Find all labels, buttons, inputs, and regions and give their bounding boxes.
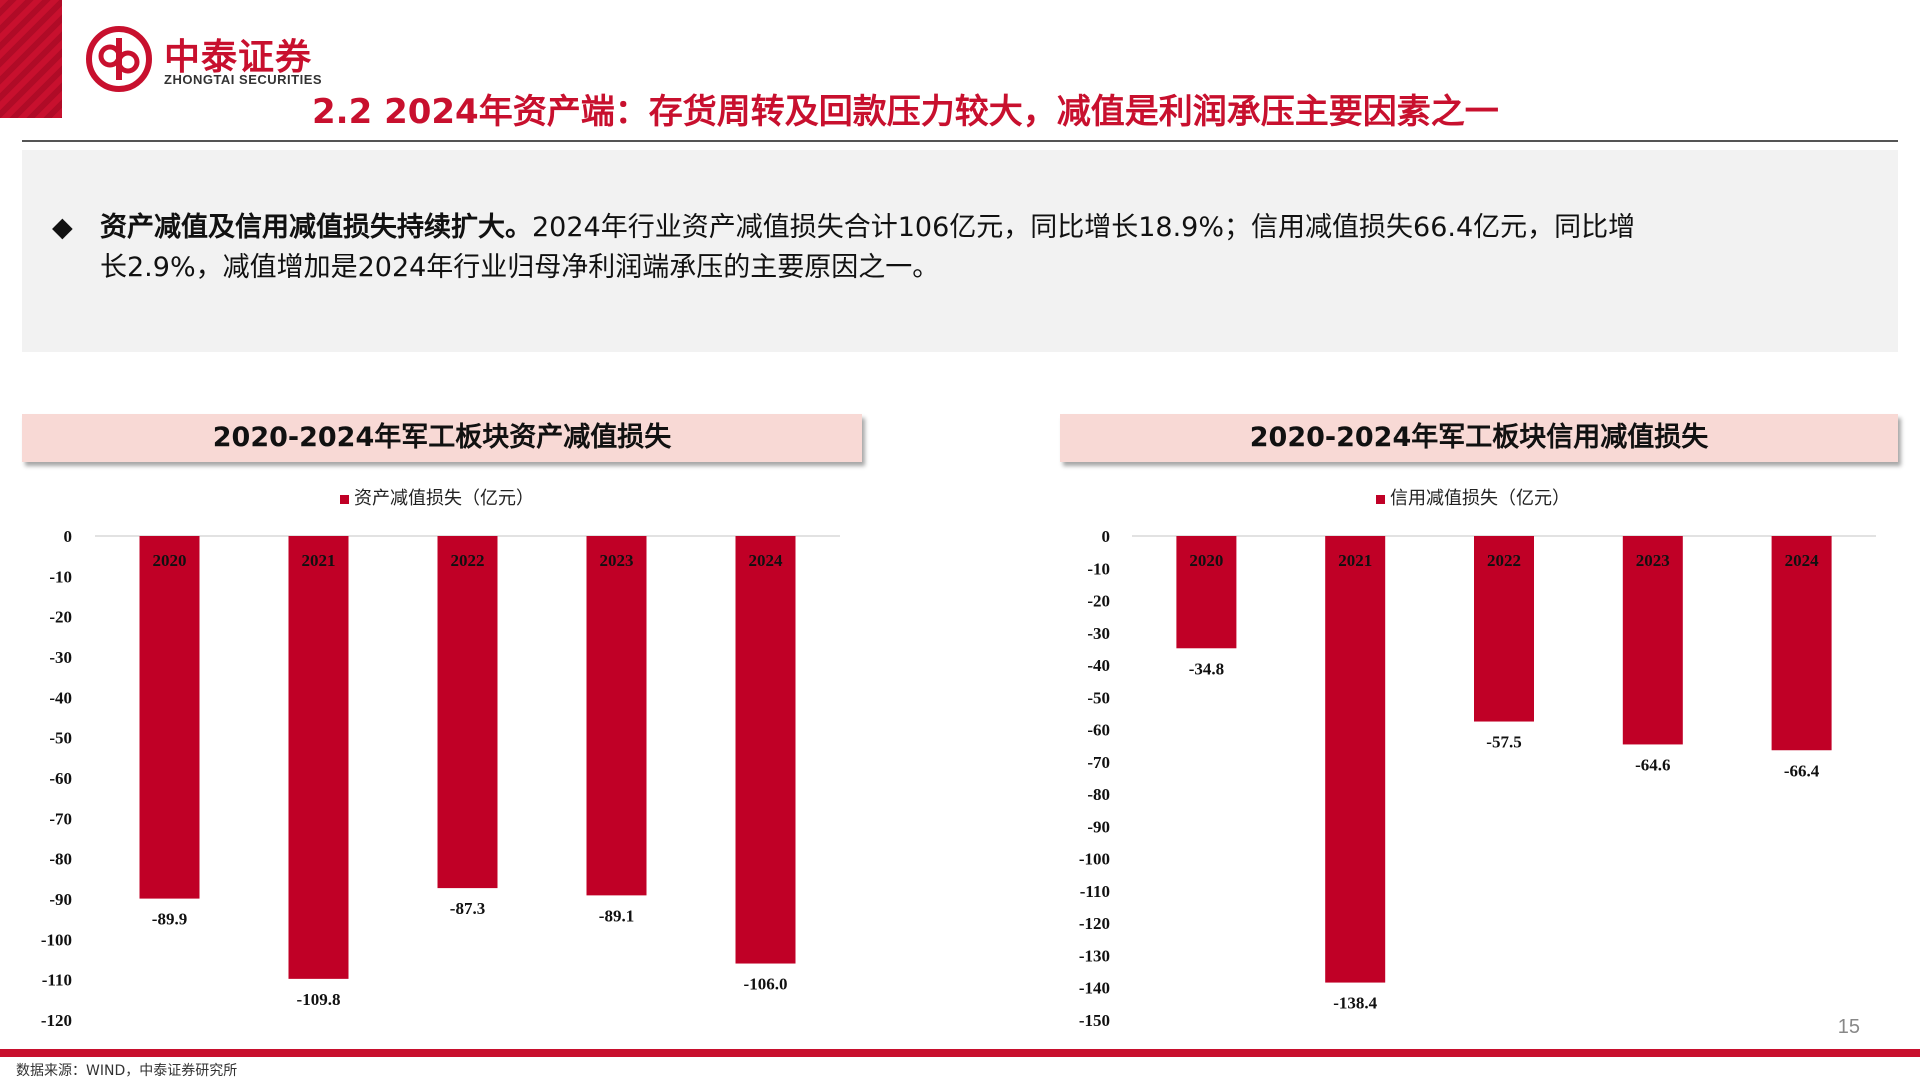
legend-swatch	[340, 495, 349, 504]
summary-box: ◆ 资产减值及信用减值损失持续扩大。2024年行业资产减值损失合计106亿元，同比…	[22, 150, 1898, 352]
data-label: -57.5	[1486, 733, 1521, 752]
y-tick-label: -110	[1080, 882, 1110, 901]
category-label: 2020	[153, 551, 187, 570]
logo-chinese-name: 中泰证券	[164, 37, 313, 78]
category-label: 2022	[1487, 551, 1521, 570]
bar	[1474, 536, 1534, 722]
y-tick-label: -130	[1079, 946, 1110, 965]
data-label: -89.1	[599, 906, 634, 925]
data-label: -138.4	[1333, 994, 1377, 1013]
category-label: 2022	[451, 551, 485, 570]
bar	[735, 536, 796, 964]
data-source-note: 数据来源：WIND，中泰证券研究所	[16, 1063, 238, 1079]
y-tick-label: -150	[1079, 1011, 1110, 1030]
y-tick-label: -100	[41, 930, 72, 949]
logo-english-name: ZHONGTAI SECURITIES	[164, 72, 323, 87]
y-tick-label: -100	[1079, 850, 1110, 869]
asset-impairment-chart: 资产减值损失（亿元） 0 -10 -20 -30 -40 -50 -60 -70 -80 -90 -1…	[41, 488, 840, 1030]
y-tick-label: -20	[49, 608, 72, 627]
logo-mark-icon	[86, 26, 152, 92]
data-label: -89.9	[152, 910, 187, 929]
y-tick-label: 0	[1102, 527, 1111, 546]
y-tick-label: -110	[42, 971, 72, 990]
category-label: 2023	[600, 551, 634, 570]
category-label: 2021	[302, 551, 336, 570]
category-label: 2024	[1785, 551, 1820, 570]
legend-swatch	[1376, 495, 1385, 504]
summary-lead: 资产减值及信用减值损失持续扩大。	[100, 212, 532, 243]
legend: 信用减值损失（亿元）	[1376, 488, 1570, 509]
bar	[1325, 536, 1386, 983]
data-label: -66.4	[1784, 761, 1820, 780]
y-tick-label: -20	[1087, 592, 1110, 611]
data-label: -106.0	[744, 975, 788, 994]
bar	[1176, 536, 1237, 649]
data-label: -34.8	[1189, 659, 1224, 678]
summary-text: ◆ 资产减值及信用减值损失持续扩大。2024年行业资产减值损失合计106亿元，同比…	[52, 208, 1892, 288]
y-tick-label: -60	[1087, 721, 1110, 740]
bar	[586, 536, 647, 896]
y-tick-label: -90	[1087, 817, 1110, 836]
chart-title-credit-impairment: 2020-2024年军工板块信用减值损失	[1060, 414, 1898, 462]
data-label: -109.8	[297, 990, 341, 1009]
category-label: 2023	[1636, 551, 1670, 570]
y-tick-label: -120	[41, 1011, 72, 1030]
legend: 资产减值损失（亿元）	[340, 488, 534, 509]
chart-title-asset-impairment: 2020-2024年军工板块资产减值损失	[22, 414, 862, 462]
title-divider	[22, 140, 1898, 142]
summary-line-2: 长2.9%，减值增加是2024年行业归母净利润端承压的主要原因之一。	[100, 252, 940, 283]
bar	[139, 536, 200, 899]
page-number: 15	[1837, 1016, 1860, 1038]
data-label: -87.3	[450, 899, 485, 918]
y-tick-label: -10	[1087, 559, 1110, 578]
y-tick-label: -10	[49, 567, 72, 586]
y-tick-label: -40	[49, 688, 72, 707]
y-tick-label: -140	[1079, 979, 1110, 998]
y-tick-label: -90	[49, 890, 72, 909]
diamond-bullet-icon: ◆	[52, 212, 73, 243]
y-tick-label: -60	[49, 769, 72, 788]
y-tick-label: -80	[1087, 785, 1110, 804]
y-tick-label: -40	[1087, 656, 1110, 675]
y-tick-label: -70	[1087, 753, 1110, 772]
y-tick-label: -50	[49, 729, 72, 748]
page-title: 2.2 2024年资产端：存货周转及回款压力较大，减值是利润承压主要因素之一	[312, 92, 1499, 132]
bar	[288, 536, 349, 979]
company-logo: 中泰证券 ZHONGTAI SECURITIES	[86, 26, 346, 92]
summary-line-1: ◆ 资产减值及信用减值损失持续扩大。2024年行业资产减值损失合计106亿元，同比…	[52, 208, 1892, 248]
bar	[437, 536, 498, 889]
category-label: 2024	[749, 551, 784, 570]
legend-label: 资产减值损失（亿元）	[354, 488, 534, 509]
y-tick-label: -30	[1087, 624, 1110, 643]
bar	[1622, 536, 1683, 745]
legend-label: 信用减值损失（亿元）	[1390, 488, 1570, 509]
data-label: -64.6	[1635, 755, 1670, 774]
y-tick-label: -120	[1079, 914, 1110, 933]
y-tick-label: -50	[1087, 688, 1110, 707]
y-tick-label: -70	[49, 809, 72, 828]
y-tick-label: 0	[64, 527, 73, 546]
footer-divider	[0, 1049, 1920, 1057]
credit-impairment-chart: 信用减值损失（亿元） 0 -10 -20 -30 -40 -50 -60 -70 -80 -90 -1…	[1079, 488, 1876, 1030]
y-tick-label: -30	[49, 648, 72, 667]
y-tick-label: -80	[49, 850, 72, 869]
category-label: 2020	[1189, 551, 1223, 570]
category-label: 2021	[1338, 551, 1372, 570]
summary-line1-rest: 2024年行业资产减值损失合计106亿元，同比增长18.9%；信用减值损失66.…	[532, 212, 1636, 243]
bar	[1771, 536, 1832, 751]
decorative-corner-bar	[0, 0, 62, 118]
